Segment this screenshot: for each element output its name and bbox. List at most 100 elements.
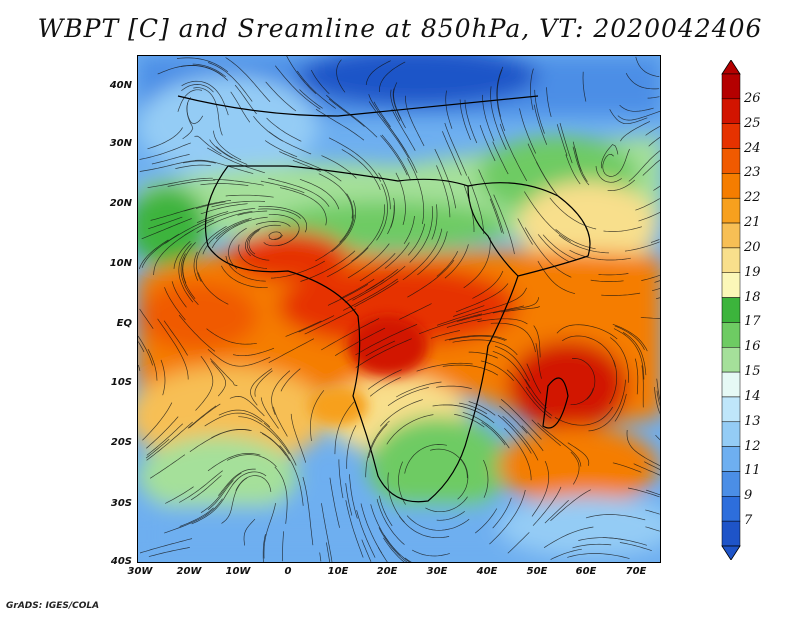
streamline — [340, 278, 375, 299]
streamline — [501, 306, 540, 313]
streamline — [457, 458, 469, 500]
streamline — [499, 123, 528, 182]
lon-label-30e: 30E — [426, 566, 448, 577]
plot-title: WBPT [C] and Sreamline at 850hPa, VT: 20… — [37, 14, 763, 43]
streamline — [338, 459, 344, 499]
lon-label-10w: 10W — [225, 566, 251, 577]
streamline — [459, 402, 488, 415]
streamline — [572, 543, 612, 549]
streamline — [527, 143, 559, 196]
colorbar-label: 24 — [744, 140, 761, 156]
streamline — [315, 108, 365, 141]
streamline — [343, 278, 398, 311]
streamline — [147, 177, 213, 189]
streamline — [570, 451, 580, 485]
streamline — [225, 57, 271, 103]
streamline — [555, 229, 596, 250]
streamline — [310, 390, 325, 442]
colorbar-swatch — [721, 396, 741, 423]
streamline — [190, 475, 222, 501]
streamline — [500, 399, 542, 440]
streamline — [207, 62, 253, 102]
lat-label-eq: EQ — [116, 318, 132, 329]
streamline — [619, 104, 654, 112]
streamline — [265, 81, 297, 112]
streamline — [267, 177, 330, 207]
streamline — [409, 206, 433, 263]
streamline — [590, 279, 624, 282]
streamline — [207, 147, 266, 174]
streamline — [230, 91, 251, 123]
streamline — [411, 549, 450, 557]
streamline — [187, 405, 217, 429]
streamline — [327, 284, 368, 306]
streamline — [167, 179, 216, 187]
streamline — [331, 200, 356, 252]
streamline — [619, 542, 652, 552]
streamline — [216, 146, 248, 165]
streamline — [565, 154, 581, 185]
streamline — [304, 308, 356, 335]
streamline — [234, 84, 257, 115]
streamline — [494, 345, 530, 382]
streamline — [569, 249, 631, 261]
streamline — [262, 534, 266, 562]
streamline — [404, 444, 447, 474]
streamline — [392, 88, 406, 129]
streamline — [259, 431, 290, 461]
streamline — [446, 318, 482, 328]
streamline — [549, 197, 597, 230]
streamline — [300, 250, 356, 282]
colorbar-swatch — [721, 520, 741, 547]
streamline — [210, 360, 227, 397]
colorbar-swatch — [721, 371, 741, 398]
streamline — [176, 57, 229, 73]
streamline — [531, 419, 561, 447]
streamline — [205, 207, 256, 222]
lon-label-70e: 70E — [625, 566, 647, 577]
colorbar-swatch — [721, 297, 741, 323]
streamline — [650, 239, 660, 243]
streamline — [482, 287, 527, 312]
southern-africa-green — [368, 416, 508, 516]
streamline — [376, 499, 405, 545]
streamline — [260, 397, 279, 429]
streamline — [318, 173, 353, 219]
streamline — [645, 125, 660, 136]
streamline — [647, 96, 660, 99]
coastlines — [177, 95, 591, 503]
streamline — [645, 489, 660, 496]
streamline — [194, 135, 222, 155]
colorbar-label: 9 — [744, 488, 753, 504]
streamline — [369, 377, 401, 397]
colorbar-label: 21 — [744, 215, 761, 231]
streamline — [286, 56, 317, 95]
streamline — [146, 421, 193, 461]
streamline — [390, 89, 401, 122]
streamline — [373, 101, 391, 128]
colorbar-label: 22 — [744, 190, 761, 206]
streamline — [367, 369, 402, 390]
lat-label-10s: 10S — [110, 377, 132, 388]
nw-cool-region — [138, 76, 318, 176]
south-indian-cool — [498, 496, 660, 556]
streamline — [349, 474, 358, 519]
streamline — [609, 360, 618, 404]
streamline — [609, 337, 629, 383]
streamline — [213, 130, 242, 161]
lon-label-0: 0 — [284, 566, 292, 577]
map-panel — [137, 55, 661, 563]
streamline — [585, 514, 646, 521]
streamline — [171, 281, 187, 308]
streamline — [459, 99, 471, 141]
streamline — [504, 428, 532, 481]
streamline — [444, 244, 469, 279]
streamline — [196, 201, 226, 209]
streamline — [260, 180, 305, 194]
streamline — [157, 318, 189, 380]
streamline — [525, 379, 548, 409]
streamline — [554, 406, 613, 426]
streamline — [194, 159, 254, 174]
arabia-coastline — [467, 182, 591, 277]
streamline — [436, 251, 459, 277]
